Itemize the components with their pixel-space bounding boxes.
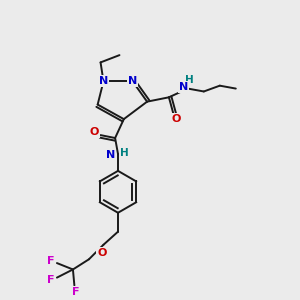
Text: N: N <box>99 76 108 86</box>
Text: O: O <box>172 114 181 124</box>
Text: N: N <box>128 76 137 86</box>
Text: F: F <box>72 287 80 297</box>
Text: H: H <box>185 75 194 85</box>
Text: F: F <box>47 256 55 266</box>
Text: N: N <box>179 82 188 92</box>
Text: O: O <box>97 248 107 258</box>
Text: H: H <box>120 148 129 158</box>
Text: N: N <box>106 151 116 160</box>
Text: O: O <box>89 127 99 137</box>
Text: F: F <box>47 275 55 285</box>
